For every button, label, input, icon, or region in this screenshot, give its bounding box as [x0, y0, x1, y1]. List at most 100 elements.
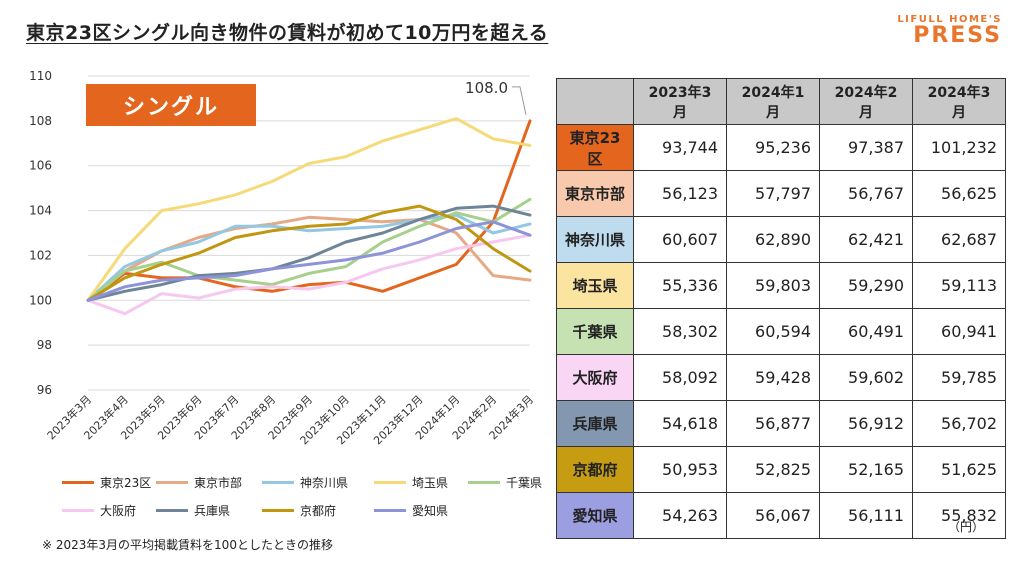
table-cell: 56,067: [726, 492, 820, 539]
y-tick-label: 100: [29, 293, 52, 307]
series-line: [86, 119, 532, 302]
table-cell: 56,625: [912, 170, 1006, 217]
table-unit: （円）: [947, 520, 984, 534]
legend-label: 神奈川県: [300, 476, 349, 490]
row-header-cell: 兵庫県: [556, 400, 634, 447]
table-cell: 55,832: [912, 492, 1006, 539]
table-cell: 60,491: [819, 308, 913, 355]
legend-label: 千葉県: [506, 476, 543, 490]
series-line: [86, 213, 532, 302]
table-row: 埼玉県 55,336 59,803 59,290 59,113: [556, 262, 1006, 309]
table-header-cell: 2024年2月: [819, 78, 913, 125]
table-cell: 60,607: [633, 216, 727, 263]
table-cell: 60,594: [726, 308, 820, 355]
annotation-leader: [512, 86, 527, 115]
table-header-row: 2023年3月 2024年1月 2024年2月 2024年3月: [556, 78, 1006, 125]
series-line: [86, 204, 532, 302]
legend-swatch: [156, 509, 188, 512]
legend-item: 東京23区: [62, 474, 151, 491]
table-cell: 59,785: [912, 354, 1006, 401]
table-cell: 56,123: [633, 170, 727, 217]
table-row: 大阪府 58,092 59,428 59,602 59,785: [556, 354, 1006, 401]
legend-item: 東京市部: [156, 474, 242, 491]
y-tick-label: 96: [37, 383, 52, 397]
table-cell: 59,113: [912, 262, 1006, 309]
series-line: [86, 197, 532, 302]
logo-top-text: LIFULL HOME'S: [897, 14, 1002, 25]
legend-swatch: [262, 509, 294, 512]
legend-label: 愛知県: [412, 504, 449, 518]
table-cell: 54,618: [633, 400, 727, 447]
table-cell: 60,941: [912, 308, 1006, 355]
row-header-cell: 東京23区: [556, 124, 634, 171]
y-tick-label: 102: [29, 248, 52, 262]
table-cell: 56,111: [819, 492, 913, 539]
legend-swatch: [262, 481, 294, 484]
legend-item: 神奈川県: [262, 474, 348, 491]
table-cell: 95,236: [726, 124, 820, 171]
legend-label: 東京23区: [100, 476, 152, 490]
y-tick-label: 108: [29, 114, 52, 128]
legend-label: 兵庫県: [194, 504, 231, 518]
table-row: 兵庫県 54,618 56,877 56,912 56,702: [556, 400, 1006, 447]
table-cell: 93,744: [633, 124, 727, 171]
table-cell: 62,421: [819, 216, 913, 263]
series-line: [86, 220, 532, 302]
logo-bottom-text: PRESS: [913, 23, 1002, 48]
table-row: 東京23区 93,744 95,236 97,387 101,232: [556, 124, 1006, 171]
rent-table: 2023年3月 2024年1月 2024年2月 2024年3月 東京23区 93,…: [556, 78, 1006, 539]
y-tick-label: 98: [37, 338, 52, 352]
table-cell: 50,953: [633, 446, 727, 493]
legend-label: 東京市部: [194, 476, 243, 490]
legend-swatch: [62, 481, 94, 484]
table-row: 神奈川県 60,607 62,890 62,421 62,687: [556, 216, 1006, 263]
table-header-cell: 2024年1月: [726, 78, 820, 125]
legend-label: 京都府: [300, 504, 337, 518]
table-cell: 56,912: [819, 400, 913, 447]
series-line: [86, 233, 532, 316]
table-cell: 59,803: [726, 262, 820, 309]
data-label: 108.0: [465, 79, 508, 97]
table-cell: 59,602: [819, 354, 913, 401]
category-badge: シングル: [86, 84, 256, 126]
legend-item: 兵庫県: [156, 502, 230, 519]
table-cell: 62,890: [726, 216, 820, 263]
legend-item: 千葉県: [468, 474, 542, 491]
page-title: 東京23区シングル向き物件の賃料が初めて10万円を超える: [26, 22, 549, 44]
row-header-cell: 京都府: [556, 446, 634, 493]
table-cell: 54,263: [633, 492, 727, 539]
table-cell: 59,290: [819, 262, 913, 309]
table-row: 東京市部 56,123 57,797 56,767 56,625: [556, 170, 1006, 217]
table-row: 京都府 50,953 52,825 52,165 51,625: [556, 446, 1006, 493]
table-cell: 101,232: [912, 124, 1006, 171]
series-line: [86, 117, 532, 302]
table-cell: 55,336: [633, 262, 727, 309]
legend-item: 埼玉県: [374, 474, 448, 491]
table-cell: 57,797: [726, 170, 820, 217]
row-header-cell: 埼玉県: [556, 262, 634, 309]
table-cell: 58,092: [633, 354, 727, 401]
line-chart: 96981001021041061081102023年3月2023年4月2023…: [29, 69, 536, 447]
row-header-cell: 神奈川県: [556, 216, 634, 263]
table-cell: 58,302: [633, 308, 727, 355]
y-tick-label: 110: [29, 69, 52, 83]
table-corner-cell: [556, 78, 634, 125]
table-cell: 56,767: [819, 170, 913, 217]
brand-logo: LIFULL HOME'S PRESS: [897, 14, 1002, 47]
y-tick-label: 104: [29, 204, 52, 218]
legend-swatch: [468, 481, 500, 484]
legend-swatch: [62, 509, 94, 512]
series-line: [86, 204, 532, 302]
legend-label: 埼玉県: [412, 476, 449, 490]
legend-item: 京都府: [262, 502, 336, 519]
legend-item: 愛知県: [374, 502, 448, 519]
table-cell: 56,877: [726, 400, 820, 447]
table-cell: 52,165: [819, 446, 913, 493]
table-header-cell: 2023年3月: [633, 78, 727, 125]
legend-label: 大阪府: [100, 504, 137, 518]
row-header-cell: 東京市部: [556, 170, 634, 217]
row-header-cell: 大阪府: [556, 354, 634, 401]
row-header-cell: 愛知県: [556, 492, 634, 539]
table-cell: 52,825: [726, 446, 820, 493]
y-tick-label: 106: [29, 159, 52, 173]
